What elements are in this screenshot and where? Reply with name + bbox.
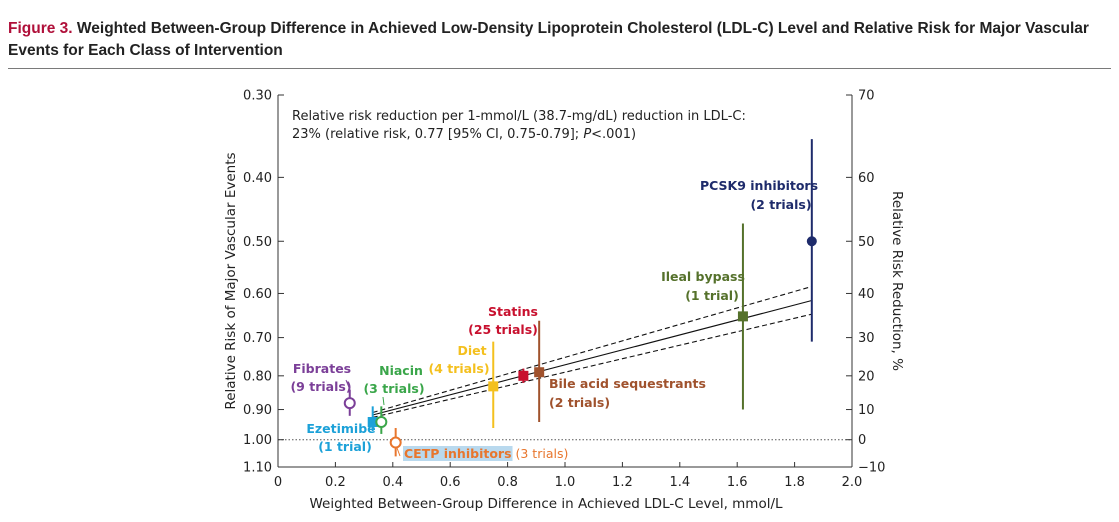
cetp-inhibitors-label: CETP inhibitors (3 trials): [404, 446, 568, 461]
ileal-bypass-label: Ileal bypass: [661, 269, 745, 284]
x-tick-label: 0.6: [440, 475, 461, 490]
x-tick-label: 0.2: [325, 475, 346, 490]
ci-line-upper: [372, 313, 812, 418]
cetp-inhibitors-trials: (3 trials): [512, 446, 569, 461]
x-tick-label: 0: [274, 475, 282, 490]
fibrates-label: Fibrates: [293, 361, 351, 376]
y-tick-label-right: 10: [858, 403, 875, 418]
x-tick-label: 1.0: [555, 475, 576, 490]
figure-number: Figure 3.: [8, 20, 73, 37]
ezetimibe-trials: (1 trial): [318, 439, 372, 454]
statins-trials: (25 trials): [468, 322, 538, 337]
ezetimibe-marker: [367, 416, 378, 427]
annotation-text: 23% (relative risk, 0.77 [95% CI, 0.75-0…: [292, 127, 583, 142]
figure-title: Figure 3. Weighted Between-Group Differe…: [8, 18, 1108, 62]
pcsk9-inhibitors-label: PCSK9 inhibitors: [700, 178, 818, 193]
diet-label: Diet: [457, 343, 486, 358]
diet-marker: [488, 381, 499, 392]
bile-acid-sequestrants-trials: (2 trials): [549, 395, 610, 410]
cetp-inhibitors-marker: [389, 436, 402, 449]
x-tick-label: 0.4: [382, 475, 403, 490]
y-tick-label-left: 0.70: [243, 331, 272, 346]
x-axis-label: Weighted Between-Group Difference in Ach…: [309, 496, 783, 512]
cetp-inhibitors-name: CETP inhibitors: [404, 446, 512, 461]
pcsk9-inhibitors-marker: [806, 236, 817, 247]
annotation-text: <.001): [591, 127, 636, 142]
y-axis-label-left: Relative Risk of Major Vascular Events: [223, 152, 239, 409]
y-tick-label-right: 0: [858, 433, 866, 448]
y-tick-label-right: 40: [858, 287, 875, 302]
y-tick-label-left: 1.00: [243, 433, 272, 448]
y-tick-label-right: 20: [858, 369, 875, 384]
bile-acid-sequestrants-label: Bile acid sequestrants: [549, 376, 706, 391]
pcsk9-inhibitors-trials: (2 trials): [750, 197, 811, 212]
y-tick-label-left: 0.40: [243, 171, 272, 186]
axes: [277, 95, 853, 468]
point-labels: Fibrates (9 trials) Ezetimibe (1 trial) Niac…: [290, 178, 818, 461]
x-tick-label: 1.8: [784, 475, 805, 490]
y-tick-label-right: 30: [858, 331, 875, 346]
y-tick-label-left: 0.50: [243, 235, 272, 250]
cetp-inhibitors-leader: [396, 447, 401, 457]
x-tick-label: 0.8: [497, 475, 518, 490]
y-tick-label-left: 0.60: [243, 287, 272, 302]
annotation-p: P: [583, 127, 591, 142]
ileal-bypass-marker: [737, 311, 748, 322]
y-ticks-left: 0.30 0.40 0.50 0.60 0.70 0.80 0.90 1.00 1.10: [243, 89, 284, 476]
niacin-leader: [382, 396, 385, 406]
y-tick-label-right: 60: [858, 171, 875, 186]
fibrates-trials: (9 trials): [290, 379, 351, 394]
fibrates-marker: [343, 397, 356, 410]
x-tick-label: 2.0: [842, 475, 863, 490]
statins-marker: [518, 370, 529, 381]
data-points: [343, 139, 817, 457]
x-tick-label: 1.2: [612, 475, 633, 490]
ci-line-lower: [372, 285, 812, 414]
annotation-line-1: Relative risk reduction per 1-mmol/L (38…: [292, 109, 746, 124]
cetp-inhibitors-highlight: [403, 446, 513, 461]
y-tick-label-left: 1.10: [243, 461, 272, 476]
x-ticks: 0 0.2 0.4 0.6 0.8 1.0 1.2 1.4 1.6 1.8 2.0: [274, 462, 862, 490]
x-tick-label: 1.6: [727, 475, 748, 490]
title-divider: [8, 68, 1111, 69]
y-tick-label-left: 0.90: [243, 403, 272, 418]
niacin-marker: [375, 415, 388, 428]
ezetimibe-leader: [368, 417, 373, 430]
figure-title-text: Weighted Between-Group Difference in Ach…: [8, 20, 1089, 59]
bile-acid-sequestrants-marker: [534, 367, 545, 378]
y-tick-label-right: 50: [858, 235, 875, 250]
x-tick-label: 1.4: [669, 475, 690, 490]
y-ticks-right: 70 60 50 40 30 20 10 0 −10: [846, 89, 885, 476]
ezetimibe-label: Ezetimibe: [306, 421, 375, 436]
annotation-line-2: 23% (relative risk, 0.77 [95% CI, 0.75-0…: [292, 127, 636, 142]
ileal-bypass-trials: (1 trial): [685, 288, 739, 303]
y-tick-label-left: 0.80: [243, 369, 272, 384]
annotation: Relative risk reduction per 1-mmol/L (38…: [292, 109, 746, 142]
y-tick-label-left: 0.30: [243, 89, 272, 104]
statins-label: Statins: [488, 304, 538, 319]
niacin-trials: (3 trials): [363, 381, 424, 396]
y-axis-label-right: Relative Risk Reduction, %: [889, 191, 905, 371]
y-tick-label-right: 70: [858, 89, 875, 104]
fibrates-leader: [345, 379, 351, 391]
diet-trials: (4 trials): [428, 361, 489, 376]
y-tick-label-right: −10: [858, 461, 885, 476]
niacin-label: Niacin: [379, 363, 423, 378]
